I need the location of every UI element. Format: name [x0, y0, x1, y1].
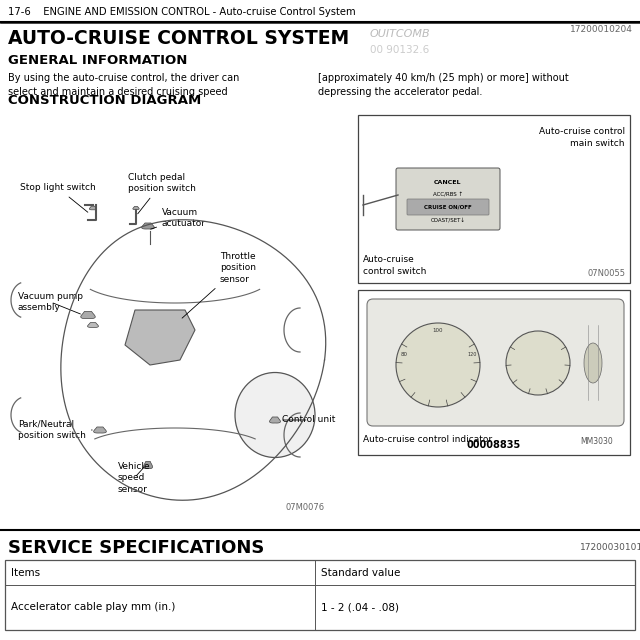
- Text: 80: 80: [401, 353, 408, 358]
- Text: 17200010204: 17200010204: [570, 26, 633, 35]
- Polygon shape: [269, 417, 280, 423]
- Text: 1 - 2 (.04 - .08): 1 - 2 (.04 - .08): [321, 602, 399, 612]
- Text: 07M0076: 07M0076: [285, 503, 324, 512]
- Text: 120: 120: [467, 353, 477, 358]
- Text: ACC/RBS ↑: ACC/RBS ↑: [433, 192, 463, 197]
- Polygon shape: [90, 206, 97, 210]
- Ellipse shape: [235, 372, 315, 458]
- Text: 17-6    ENGINE AND EMISSION CONTROL - Auto-cruise Control System: 17-6 ENGINE AND EMISSION CONTROL - Auto-…: [8, 7, 356, 17]
- Text: Vacuum
acutuator: Vacuum acutuator: [150, 208, 206, 229]
- Text: AUTO-CRUISE CONTROL SYSTEM: AUTO-CRUISE CONTROL SYSTEM: [8, 29, 349, 47]
- Ellipse shape: [506, 331, 570, 395]
- Polygon shape: [93, 427, 106, 433]
- Text: Clutch pedal
position switch: Clutch pedal position switch: [128, 173, 196, 214]
- Polygon shape: [132, 207, 139, 209]
- Text: COAST/SET↓: COAST/SET↓: [431, 218, 465, 223]
- Text: Park/Neutral
position switch: Park/Neutral position switch: [18, 420, 92, 440]
- Bar: [358, 115, 630, 283]
- Text: Stop light switch: Stop light switch: [20, 184, 96, 212]
- Polygon shape: [141, 223, 154, 229]
- FancyBboxPatch shape: [367, 299, 624, 426]
- Polygon shape: [125, 310, 195, 365]
- Text: MM3030: MM3030: [580, 437, 612, 446]
- Text: 07N0055: 07N0055: [587, 269, 625, 278]
- FancyBboxPatch shape: [396, 168, 500, 230]
- Bar: [5, 560, 635, 630]
- Polygon shape: [88, 323, 99, 328]
- Polygon shape: [143, 461, 152, 468]
- Text: Vehicle
speed
sensor: Vehicle speed sensor: [118, 462, 150, 494]
- Text: OUITCOMB: OUITCOMB: [370, 29, 431, 39]
- Text: SERVICE SPECIFICATIONS: SERVICE SPECIFICATIONS: [8, 539, 264, 557]
- Polygon shape: [81, 311, 95, 319]
- Text: CONSTRUCTION DIAGRAM: CONSTRUCTION DIAGRAM: [8, 93, 201, 106]
- Bar: [0, 0, 640, 22]
- Text: Accelerator cable play mm (in.): Accelerator cable play mm (in.): [11, 602, 175, 612]
- Text: Auto-cruise
control switch: Auto-cruise control switch: [363, 255, 426, 276]
- Text: Standard value: Standard value: [321, 568, 401, 577]
- Text: Throttle
position
sensor: Throttle position sensor: [182, 252, 256, 318]
- Text: By using the auto-cruise control, the driver can
select and maintain a desired c: By using the auto-cruise control, the dr…: [8, 73, 239, 97]
- Ellipse shape: [396, 323, 480, 407]
- Text: 00 90132.6: 00 90132.6: [370, 45, 429, 55]
- Text: CANCEL: CANCEL: [435, 180, 461, 185]
- Text: Items: Items: [11, 568, 40, 577]
- Text: Vacuum pump
assembly: Vacuum pump assembly: [18, 292, 83, 314]
- FancyBboxPatch shape: [407, 199, 489, 215]
- Text: Auto-cruise control
main switch: Auto-cruise control main switch: [539, 127, 625, 148]
- Text: [approximately 40 km/h (25 mph) or more] without
depressing the accelerator peda: [approximately 40 km/h (25 mph) or more]…: [318, 73, 569, 97]
- Ellipse shape: [584, 343, 602, 383]
- Bar: [358, 290, 630, 455]
- Text: 00008835: 00008835: [467, 440, 521, 450]
- Text: 100: 100: [433, 328, 444, 333]
- Text: GENERAL INFORMATION: GENERAL INFORMATION: [8, 54, 188, 67]
- Text: CRUISE ON/OFF: CRUISE ON/OFF: [424, 205, 472, 209]
- Text: Control unit: Control unit: [282, 415, 335, 424]
- Text: 17200030101: 17200030101: [580, 543, 640, 552]
- Text: Auto-cruise control indicator: Auto-cruise control indicator: [363, 435, 492, 444]
